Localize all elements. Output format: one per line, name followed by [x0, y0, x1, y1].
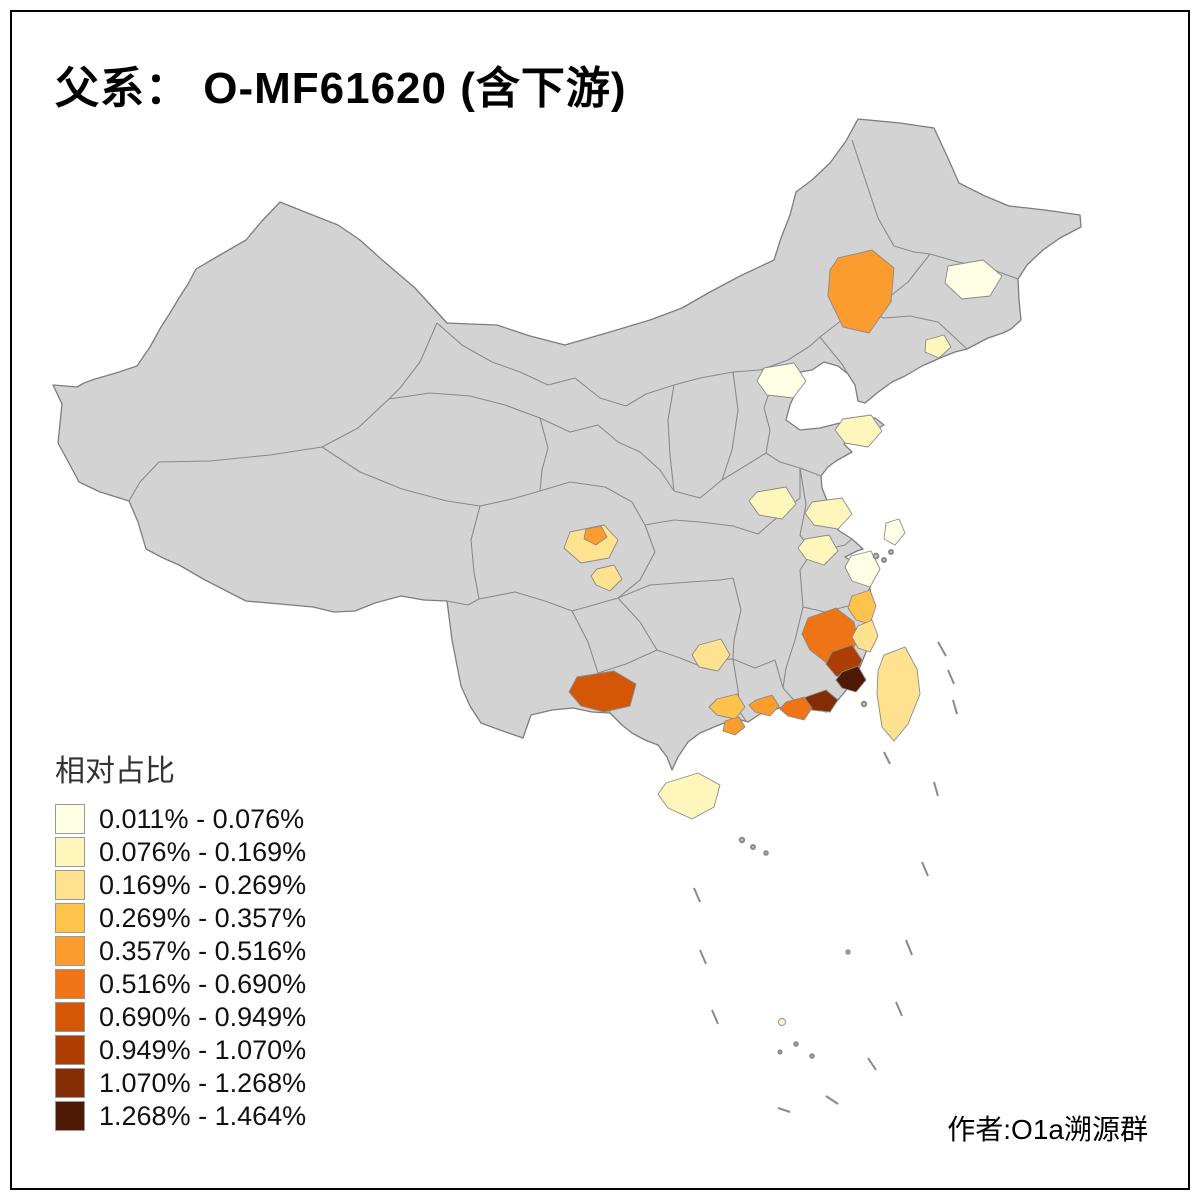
legend-label: 0.690% - 0.949% — [99, 1001, 307, 1032]
legend-label: 0.357% - 0.516% — [99, 935, 307, 966]
legend-item: 0.076% - 0.169% — [55, 837, 306, 867]
legend-swatch — [55, 1035, 85, 1065]
prefecture-region — [804, 497, 853, 530]
hainan-island-region — [657, 772, 721, 820]
legend-label: 1.070% - 1.268% — [99, 1067, 307, 1098]
legend-swatch — [55, 903, 85, 933]
prefecture-region — [583, 525, 608, 546]
sea-islands-and-dash-line — [693, 549, 958, 1113]
prefecture-region — [797, 534, 839, 566]
colored-regions — [563, 249, 1003, 1026]
prefecture-region — [748, 694, 780, 717]
legend-swatch — [55, 1068, 85, 1098]
mainland-shape — [52, 118, 1082, 771]
legend-item: 0.357% - 0.516% — [55, 936, 306, 966]
prefecture-region — [944, 259, 1003, 300]
legend-item: 0.269% - 0.357% — [55, 903, 306, 933]
page-title: 父系： O-MF61620 (含下游) — [55, 64, 627, 113]
prefecture-region — [883, 518, 906, 546]
legend-swatch — [55, 1101, 85, 1131]
legend-swatch — [55, 969, 85, 999]
island-region-dot — [778, 1018, 786, 1026]
legend-swatch — [55, 936, 85, 966]
prefecture-region — [691, 638, 731, 672]
prefecture-region — [844, 550, 881, 588]
legend-item: 1.268% - 1.464% — [55, 1101, 306, 1131]
legend-label: 1.268% - 1.464% — [99, 1100, 307, 1131]
prefecture-region — [779, 696, 813, 721]
prefecture-region — [590, 564, 623, 592]
prefecture-region — [756, 362, 807, 399]
prefecture-region — [835, 665, 867, 693]
prefecture-region — [568, 670, 637, 713]
legend: 相对占比 0.011% - 0.076% 0.076% - 0.169% 0.1… — [55, 746, 306, 1134]
prefecture-region — [748, 486, 797, 520]
prefecture-region — [834, 414, 883, 448]
legend-item: 0.690% - 0.949% — [55, 1002, 306, 1032]
prefecture-region — [924, 334, 952, 359]
legend-label: 0.949% - 1.070% — [99, 1034, 307, 1065]
legend-swatch — [55, 837, 85, 867]
legend-label: 0.076% - 0.169% — [99, 836, 307, 867]
legend-swatch — [55, 870, 85, 900]
legend-label: 0.169% - 0.269% — [99, 869, 307, 900]
legend-item: 0.169% - 0.269% — [55, 870, 306, 900]
legend-item: 0.011% - 0.076% — [55, 804, 306, 834]
legend-label: 0.011% - 0.076% — [99, 803, 305, 834]
legend-label: 0.516% - 0.690% — [99, 968, 307, 999]
taiwan-island-region — [876, 646, 921, 742]
prefecture-region — [827, 249, 895, 334]
legend-swatch — [55, 804, 85, 834]
prefecture-region — [722, 716, 746, 736]
province-borders — [128, 139, 1019, 722]
author-credit: 作者:O1a溯源群 — [947, 1114, 1148, 1145]
prefecture-region — [851, 619, 879, 653]
legend-item: 1.070% - 1.268% — [55, 1068, 306, 1098]
legend-title: 相对占比 — [55, 755, 175, 788]
legend-item: 0.949% - 1.070% — [55, 1035, 306, 1065]
legend-swatch — [55, 1002, 85, 1032]
legend-item: 0.516% - 0.690% — [55, 969, 306, 999]
legend-label: 0.269% - 0.357% — [99, 902, 307, 933]
